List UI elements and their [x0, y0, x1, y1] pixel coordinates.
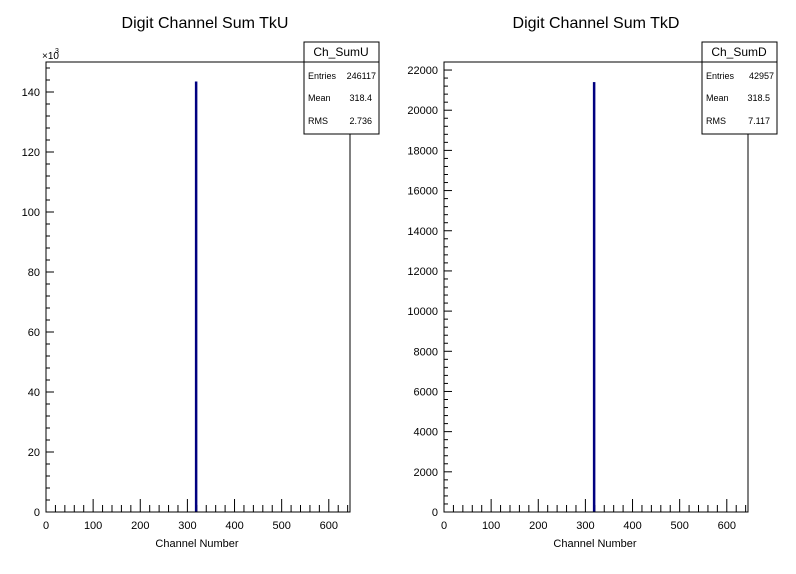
y-tick-label: 18000	[407, 145, 438, 157]
stats-mean-label: Mean	[706, 93, 729, 103]
y-tick-label: 80	[28, 267, 40, 279]
chart-title: Digit Channel Sum TkD	[513, 15, 680, 32]
stats-entries-label: Entries	[308, 71, 337, 81]
y-tick-label: 100	[22, 207, 40, 219]
y-tick-label: 22000	[407, 65, 438, 77]
x-tick-label: 200	[529, 520, 547, 532]
stats-box: Ch_SumD Entries 42957 Mean 318.5 RMS 7.1…	[701, 41, 778, 135]
plot-frame	[443, 61, 749, 513]
histogram-panel-tku: Digit Channel Sum TkU ×10 3 0 100 200 300 40…	[22, 15, 380, 550]
histogram-panel-tkd: Digit Channel Sum TkD 0 100 200 300 400 500 60…	[407, 15, 778, 550]
x-tick-label: 100	[84, 520, 102, 532]
stats-mean-label: Mean	[308, 93, 331, 103]
stats-mean-value: 318.5	[747, 93, 770, 103]
stats-box-name: Ch_SumU	[313, 45, 368, 59]
x-axis-label: Channel Number	[553, 538, 636, 550]
stats-rms-value: 7.117	[748, 116, 770, 126]
plot-frame	[45, 61, 351, 513]
stats-box-name: Ch_SumD	[711, 45, 767, 59]
y-tick-label: 6000	[414, 386, 438, 398]
x-tick-label: 600	[320, 520, 338, 532]
histogram-bins	[194, 81, 198, 512]
axis-ticks: 0 100 200 300 400 500 600020004000600080001000…	[407, 61, 747, 532]
y-tick-label: 12000	[407, 266, 438, 278]
histogram-bin	[592, 82, 596, 512]
y-tick-label: 0	[432, 507, 438, 519]
x-tick-label: 400	[623, 520, 641, 532]
y-tick-label: 20000	[407, 105, 438, 117]
y-tick-label: 8000	[414, 346, 438, 358]
y-multiplier-exponent: 3	[55, 48, 59, 55]
stats-rms-label: RMS	[706, 116, 726, 126]
y-tick-label: 40	[28, 387, 40, 399]
y-tick-label: 14000	[407, 226, 438, 238]
y-tick-label: 4000	[414, 427, 438, 439]
x-tick-label: 300	[576, 520, 594, 532]
stats-rms-label: RMS	[308, 116, 328, 126]
stats-entries-value: 42957	[749, 71, 774, 81]
axis-ticks: 0 100 200 300 400 500 600 0 20 40 60 80 100 120 140	[22, 67, 349, 532]
x-tick-label: 0	[441, 520, 447, 532]
y-tick-label: 10000	[407, 306, 438, 318]
stats-entries-label: Entries	[706, 71, 735, 81]
y-tick-label: 20	[28, 447, 40, 459]
stats-box-frame	[701, 41, 778, 135]
stats-box-frame	[303, 41, 380, 135]
x-tick-label: 0	[43, 520, 49, 532]
stats-mean-value: 318.4	[349, 93, 372, 103]
histogram-bin	[194, 81, 198, 512]
x-tick-label: 500	[670, 520, 688, 532]
y-tick-label: 60	[28, 327, 40, 339]
y-tick-label: 140	[22, 87, 40, 99]
y-multiplier: ×10	[42, 51, 59, 62]
stats-entries-value: 246117	[347, 71, 376, 81]
stats-box: Ch_SumU Entries 246117 Mean 318.4 RMS 2.…	[303, 41, 380, 135]
x-axis-label: Channel Number	[155, 538, 238, 550]
stats-rms-value: 2.736	[349, 116, 372, 126]
x-tick-label: 500	[272, 520, 290, 532]
x-tick-label: 600	[718, 520, 736, 532]
y-tick-label: 120	[22, 147, 40, 159]
x-tick-label: 400	[225, 520, 243, 532]
y-tick-label: 16000	[407, 186, 438, 198]
chart-title: Digit Channel Sum TkU	[122, 15, 289, 32]
histogram-bins	[592, 82, 596, 512]
y-tick-label: 0	[34, 507, 40, 519]
y-tick-label: 2000	[414, 467, 438, 479]
x-tick-label: 100	[482, 520, 500, 532]
x-tick-label: 300	[178, 520, 196, 532]
x-tick-label: 200	[131, 520, 149, 532]
